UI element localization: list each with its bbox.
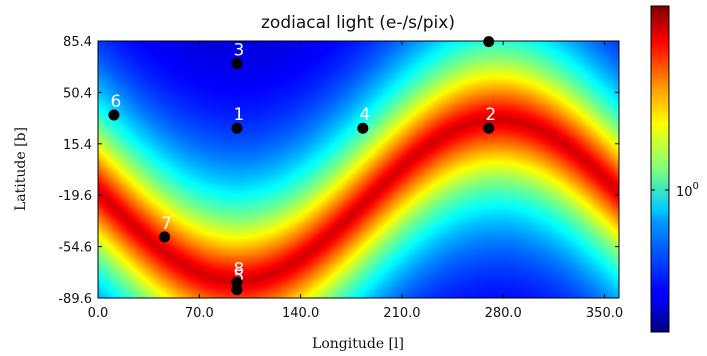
point-marker-7 bbox=[159, 231, 171, 243]
y-axis-label: Latitude [b] bbox=[13, 127, 29, 211]
chart-title: zodiacal light (e-/s/pix) bbox=[261, 13, 455, 33]
x-tick-label: 0.0 bbox=[88, 306, 109, 321]
point-marker-1 bbox=[231, 122, 243, 134]
x-tick-label: 70.0 bbox=[185, 306, 214, 321]
x-tick-label: 350.0 bbox=[586, 306, 623, 321]
marked-points: 1 2 3 4 5 6 7 8 9 bbox=[108, 19, 496, 296]
point-marker-2 bbox=[483, 122, 495, 134]
point-marker-4 bbox=[357, 122, 369, 134]
point-marker-6 bbox=[108, 109, 120, 121]
y-tick-label: 50.4 bbox=[63, 86, 92, 101]
y-tick-label: -54.6 bbox=[58, 241, 92, 256]
y-tick-label: -89.6 bbox=[58, 292, 92, 307]
point-label-9: 9 bbox=[485, 19, 496, 39]
point-label-8: 8 bbox=[234, 259, 245, 279]
point-label-7: 7 bbox=[161, 214, 172, 234]
colorbar-tick-label: 100 bbox=[676, 181, 699, 200]
y-tick-label: 15.4 bbox=[63, 138, 92, 153]
x-tick-label: 280.0 bbox=[485, 306, 522, 321]
x-tick-label: 210.0 bbox=[383, 306, 420, 321]
point-marker-8 bbox=[231, 276, 243, 288]
point-label-4: 4 bbox=[359, 105, 370, 125]
colorbar: 100 bbox=[650, 5, 699, 333]
colorbar-gradient bbox=[650, 5, 670, 333]
heatmap-image bbox=[98, 41, 619, 298]
y-tick-label: -19.6 bbox=[58, 189, 92, 204]
plot-area: 0.0 70.0 140.0 210.0 280.0 350.0 85.4 50.4 15.4… bbox=[58, 19, 623, 321]
y-tick-label: 85.4 bbox=[63, 35, 92, 50]
y-axis-ticks: 85.4 50.4 15.4 -19.6 -54.6 -89.6 bbox=[58, 35, 619, 307]
point-label-5: 5 bbox=[234, 267, 245, 287]
point-marker-3 bbox=[231, 58, 243, 70]
plot-frame bbox=[97, 40, 620, 299]
x-tick-label: 140.0 bbox=[282, 306, 319, 321]
point-label-6: 6 bbox=[111, 92, 122, 112]
point-label-2: 2 bbox=[485, 105, 496, 125]
point-label-1: 1 bbox=[234, 105, 245, 125]
point-label-3: 3 bbox=[234, 41, 245, 61]
point-marker-9 bbox=[483, 36, 495, 48]
x-axis-ticks: 0.0 70.0 140.0 210.0 280.0 350.0 bbox=[88, 41, 623, 321]
x-axis-label: Longitude [l] bbox=[312, 336, 404, 352]
